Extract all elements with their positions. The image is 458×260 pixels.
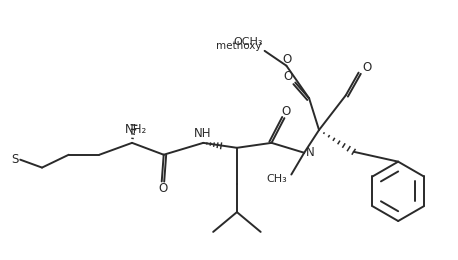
Text: methoxy: methoxy bbox=[216, 41, 262, 51]
Text: NH: NH bbox=[194, 127, 211, 140]
Text: NH₂: NH₂ bbox=[125, 122, 147, 135]
Text: N: N bbox=[306, 146, 315, 159]
Text: O: O bbox=[283, 70, 292, 83]
Text: O: O bbox=[283, 53, 292, 66]
Text: CH₃: CH₃ bbox=[267, 174, 287, 184]
Text: S: S bbox=[11, 153, 18, 166]
Text: O: O bbox=[158, 182, 167, 195]
Text: O: O bbox=[363, 61, 372, 74]
Text: OCH₃: OCH₃ bbox=[233, 37, 262, 47]
Text: O: O bbox=[282, 105, 291, 118]
